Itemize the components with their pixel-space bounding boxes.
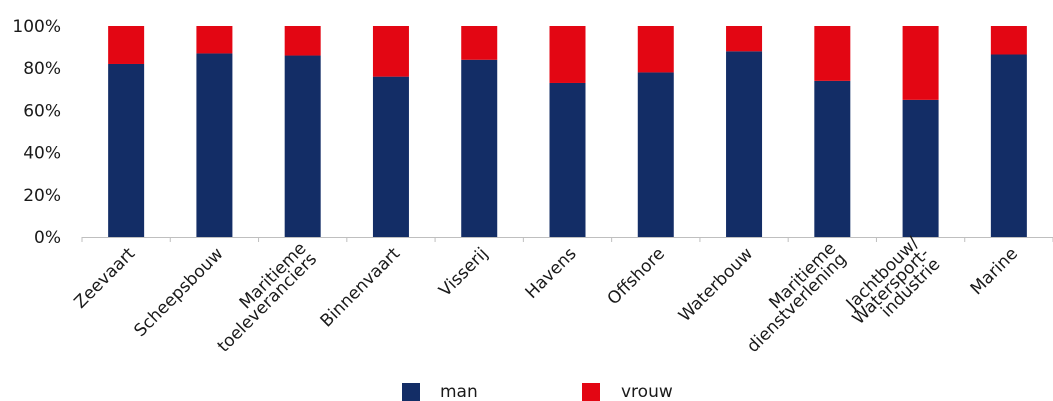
bar-segment-man: [637, 72, 674, 237]
legend-label-man: man: [440, 382, 478, 401]
legend-swatch-vrouw: [582, 383, 600, 401]
bar-segment-man: [372, 76, 409, 237]
x-category-label-line: toeleveranciers: [214, 249, 321, 356]
x-category-label: Havens: [522, 244, 581, 303]
x-category-label: Jachtbouw/Watersport-industrie: [842, 233, 944, 329]
bar-segment-man: [196, 53, 233, 238]
bar-segment-vrouw: [902, 26, 939, 100]
bar-segment-man: [726, 51, 763, 237]
bar-segment-man: [814, 80, 851, 237]
x-category-label-line: Scheepsbouw: [130, 244, 227, 341]
y-tick-label: 40%: [23, 144, 61, 164]
y-tick-label: 100%: [12, 17, 61, 37]
x-category-label-line: dienstverlening: [743, 249, 851, 357]
bars: [108, 26, 1027, 238]
bar-segment-man: [108, 63, 145, 238]
x-category-label-line: Zeevaart: [70, 244, 139, 313]
x-category-label: Visserij: [435, 244, 492, 301]
y-tick-label: 20%: [23, 186, 61, 206]
bar-segment-vrouw: [814, 26, 851, 81]
bar-segment-man: [284, 55, 321, 237]
x-category-label: Offshore: [604, 244, 669, 309]
bar-segment-vrouw: [549, 26, 586, 83]
bar-segment-vrouw: [637, 26, 674, 73]
x-category-label-line: Marine: [967, 244, 1022, 299]
x-category-label: Scheepsbouw: [130, 244, 227, 341]
bar-segment-man: [902, 99, 939, 237]
bar-segment-vrouw: [990, 26, 1027, 55]
x-category-label-line: Offshore: [604, 244, 669, 309]
y-tick-label: 60%: [23, 101, 61, 121]
y-axis: 0% 20% 40% 60% 80% 100%: [12, 17, 61, 248]
bar-segment-man: [990, 54, 1027, 237]
legend-swatch-man: [402, 383, 420, 401]
x-category-label: Zeevaart: [70, 244, 139, 313]
legend-label-vrouw: vrouw: [621, 382, 673, 401]
bar-segment-vrouw: [372, 26, 409, 77]
legend: man vrouw: [402, 382, 673, 401]
y-tick-label: 0%: [34, 228, 61, 248]
bar-segment-vrouw: [461, 26, 498, 60]
x-category-label: Binnenvaart: [317, 244, 405, 332]
bar-segment-man: [461, 59, 498, 238]
x-category-label-line: Waterbouw: [675, 244, 757, 326]
x-category-label-line: Havens: [522, 244, 581, 303]
bar-segment-vrouw: [196, 26, 233, 54]
x-category-label-line: Binnenvaart: [317, 244, 405, 332]
x-category-label: Waterbouw: [675, 244, 757, 326]
bar-segment-vrouw: [284, 26, 321, 56]
x-category-label-line: Visserij: [435, 244, 492, 301]
bar-segment-vrouw: [726, 26, 763, 52]
y-tick-label: 80%: [23, 59, 61, 79]
bar-segment-man: [549, 82, 586, 237]
bar-segment-vrouw: [108, 26, 145, 64]
x-category-label: Marine: [967, 244, 1022, 299]
